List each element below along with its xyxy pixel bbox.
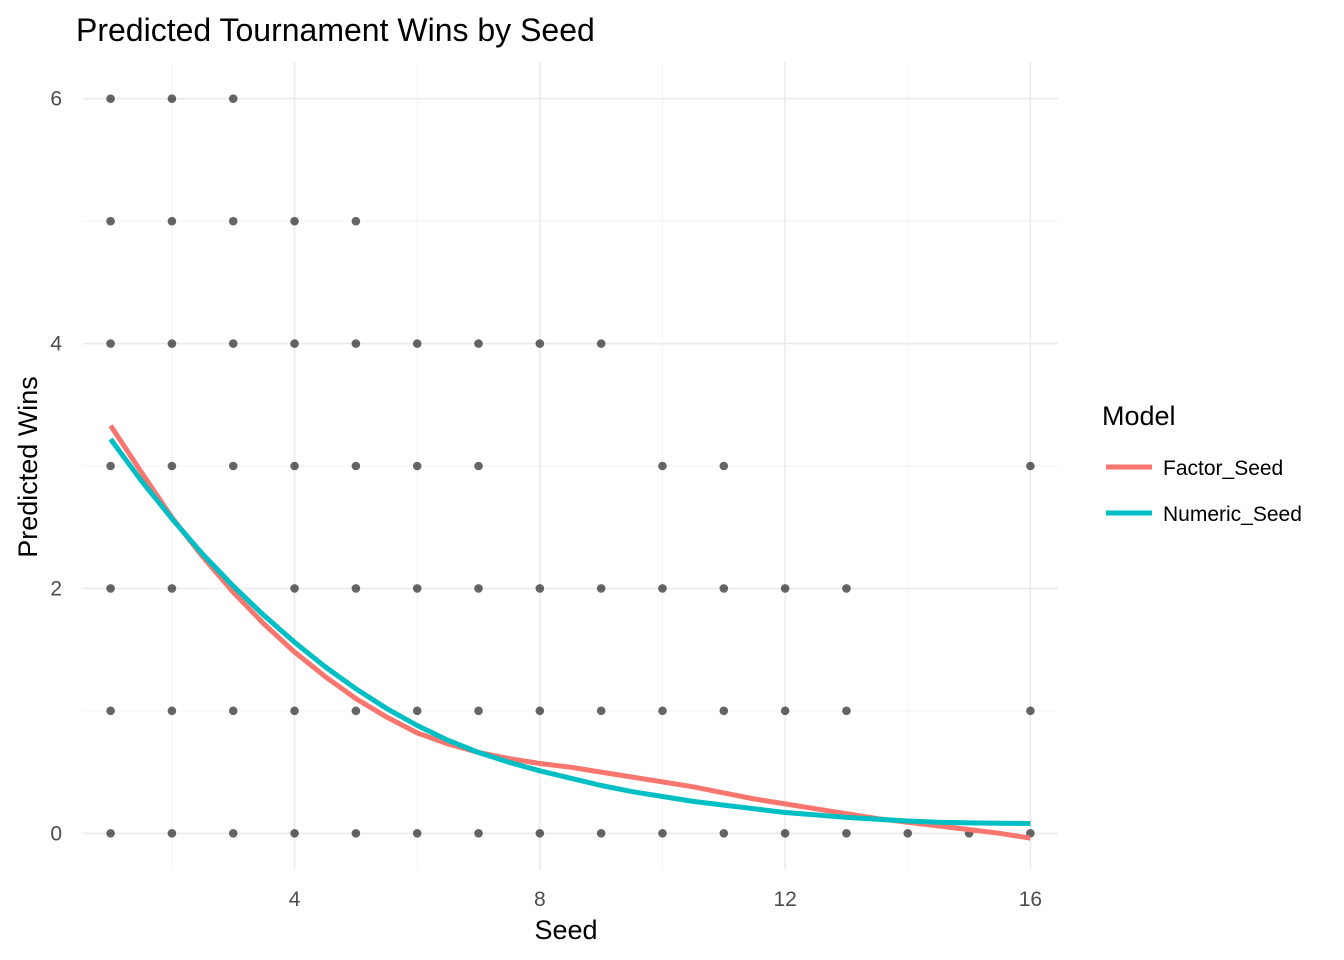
series-line-numeric-seed xyxy=(108,437,1031,826)
data-point xyxy=(719,461,729,471)
data-point xyxy=(842,584,851,593)
y-axis-title: Predicted Wins xyxy=(13,376,43,558)
data-point xyxy=(351,216,361,226)
data-point xyxy=(290,461,299,471)
data-point xyxy=(228,706,238,716)
data-point xyxy=(719,584,729,593)
data-point xyxy=(412,461,422,471)
data-point xyxy=(596,706,606,716)
data-point xyxy=(351,339,361,348)
y-tick-label: 4 xyxy=(50,333,62,356)
data-point xyxy=(780,706,790,716)
x-tick-label: 8 xyxy=(534,888,546,911)
data-point xyxy=(535,706,545,716)
data-point xyxy=(290,216,299,226)
data-point xyxy=(474,461,483,471)
data-point xyxy=(596,828,606,838)
x-axis-title: Seed xyxy=(534,915,597,945)
chart-title: Predicted Tournament Wins by Seed xyxy=(76,12,595,48)
data-point xyxy=(412,706,422,716)
data-point xyxy=(228,828,238,838)
data-point xyxy=(535,584,545,593)
data-point xyxy=(903,828,913,838)
data-point xyxy=(167,94,177,104)
data-point xyxy=(228,216,238,226)
data-point xyxy=(535,828,545,838)
data-point xyxy=(106,828,115,838)
data-point xyxy=(780,584,790,593)
data-point xyxy=(351,461,361,471)
data-point xyxy=(351,828,361,838)
data-point xyxy=(1026,706,1035,716)
legend: Model Factor_Seed Numeric_Seed xyxy=(1102,401,1302,526)
y-tick-label: 0 xyxy=(50,822,62,845)
data-point xyxy=(290,828,299,838)
data-point xyxy=(351,706,361,716)
data-point xyxy=(290,706,299,716)
data-point xyxy=(658,584,667,593)
data-point xyxy=(167,461,177,471)
data-point xyxy=(719,828,729,838)
y-tick-label: 6 xyxy=(50,88,62,111)
data-point xyxy=(474,584,483,593)
plot-grid xyxy=(83,62,1058,870)
data-point xyxy=(474,828,483,838)
x-tick-label: 4 xyxy=(289,888,301,911)
data-point xyxy=(167,584,177,593)
data-point xyxy=(106,339,115,348)
legend-label: Numeric_Seed xyxy=(1163,503,1302,526)
data-point xyxy=(474,339,483,348)
data-point xyxy=(535,339,545,348)
data-point xyxy=(412,339,422,348)
series-lines xyxy=(108,424,1031,841)
legend-label: Factor_Seed xyxy=(1163,457,1283,480)
legend-title: Model xyxy=(1102,401,1176,431)
data-point xyxy=(842,828,851,838)
data-point xyxy=(228,461,238,471)
data-point xyxy=(106,94,115,104)
data-point xyxy=(106,584,115,593)
data-point xyxy=(290,339,299,348)
data-point xyxy=(106,461,115,471)
data-point xyxy=(106,216,115,226)
data-point xyxy=(228,94,238,104)
tick-labels: 4 8 12 16 0 2 4 6 xyxy=(50,88,1042,911)
data-point xyxy=(167,706,177,716)
data-point xyxy=(658,706,667,716)
data-point xyxy=(412,584,422,593)
x-tick-label: 12 xyxy=(773,888,796,911)
data-point xyxy=(474,706,483,716)
x-tick-label: 16 xyxy=(1019,888,1042,911)
data-point xyxy=(596,584,606,593)
data-point xyxy=(780,828,790,838)
y-tick-label: 2 xyxy=(50,577,62,600)
scatter-points xyxy=(106,94,1035,838)
data-point xyxy=(658,461,667,471)
data-point xyxy=(1026,461,1035,471)
data-point xyxy=(842,706,851,716)
data-point xyxy=(412,828,422,838)
data-point xyxy=(167,828,177,838)
data-point xyxy=(658,828,667,838)
data-point xyxy=(106,706,115,716)
data-point xyxy=(351,584,361,593)
data-point xyxy=(596,339,606,348)
data-point xyxy=(167,216,177,226)
data-point xyxy=(290,584,299,593)
data-point xyxy=(228,339,238,348)
data-point xyxy=(167,339,177,348)
data-point xyxy=(719,706,729,716)
